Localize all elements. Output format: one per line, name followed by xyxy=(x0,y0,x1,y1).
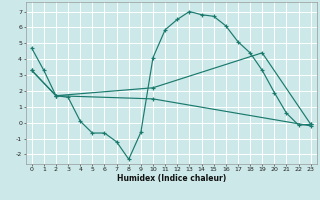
X-axis label: Humidex (Indice chaleur): Humidex (Indice chaleur) xyxy=(116,174,226,183)
